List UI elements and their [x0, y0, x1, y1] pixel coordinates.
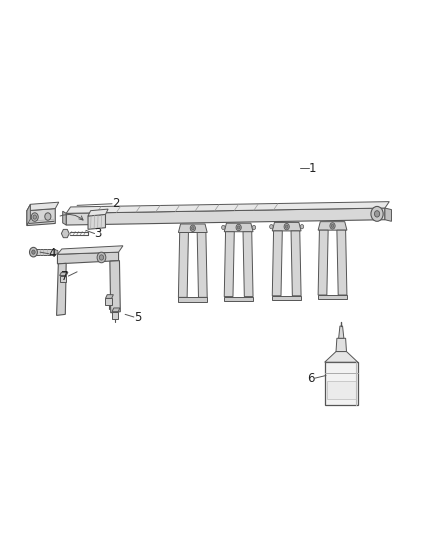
- Polygon shape: [325, 352, 358, 362]
- Circle shape: [45, 213, 51, 220]
- Polygon shape: [57, 246, 123, 254]
- Text: 4: 4: [49, 247, 56, 260]
- Polygon shape: [178, 297, 207, 302]
- Polygon shape: [57, 252, 119, 264]
- Polygon shape: [197, 232, 207, 297]
- Circle shape: [31, 213, 38, 221]
- Polygon shape: [325, 362, 358, 405]
- Polygon shape: [112, 308, 120, 312]
- Polygon shape: [57, 263, 66, 316]
- Polygon shape: [106, 298, 112, 305]
- Circle shape: [33, 215, 36, 219]
- Circle shape: [222, 225, 225, 230]
- Circle shape: [236, 224, 241, 231]
- Polygon shape: [60, 272, 68, 276]
- Polygon shape: [60, 276, 66, 282]
- Polygon shape: [178, 232, 188, 297]
- Polygon shape: [318, 222, 347, 230]
- Circle shape: [29, 247, 37, 257]
- Polygon shape: [66, 208, 385, 225]
- Circle shape: [331, 224, 334, 228]
- Circle shape: [252, 225, 256, 230]
- Polygon shape: [272, 222, 301, 231]
- Circle shape: [284, 223, 289, 230]
- Polygon shape: [336, 338, 346, 352]
- Polygon shape: [88, 214, 106, 229]
- Polygon shape: [318, 230, 328, 295]
- Polygon shape: [106, 295, 113, 298]
- Text: 7: 7: [61, 270, 68, 282]
- Circle shape: [286, 225, 288, 228]
- Polygon shape: [272, 231, 283, 296]
- Circle shape: [190, 225, 195, 231]
- Circle shape: [330, 223, 335, 229]
- Circle shape: [371, 206, 383, 221]
- Polygon shape: [27, 204, 30, 225]
- Polygon shape: [337, 230, 347, 295]
- Polygon shape: [327, 381, 356, 399]
- Polygon shape: [243, 232, 253, 296]
- Text: 2: 2: [112, 197, 120, 211]
- Polygon shape: [318, 295, 347, 299]
- Polygon shape: [27, 202, 59, 211]
- Polygon shape: [224, 296, 253, 301]
- Circle shape: [300, 224, 304, 229]
- FancyArrowPatch shape: [60, 214, 83, 220]
- Text: 3: 3: [95, 227, 102, 240]
- Text: 6: 6: [307, 372, 315, 385]
- Polygon shape: [33, 249, 55, 255]
- Polygon shape: [54, 249, 58, 255]
- Polygon shape: [61, 229, 69, 238]
- Circle shape: [32, 250, 35, 254]
- Polygon shape: [66, 201, 389, 213]
- Polygon shape: [88, 209, 108, 216]
- Polygon shape: [385, 208, 392, 221]
- Polygon shape: [112, 312, 118, 319]
- Text: 5: 5: [134, 311, 141, 324]
- Text: 1: 1: [308, 161, 316, 175]
- Circle shape: [99, 255, 104, 260]
- Polygon shape: [224, 232, 234, 296]
- Circle shape: [97, 252, 106, 263]
- Circle shape: [270, 224, 273, 229]
- Polygon shape: [339, 326, 344, 338]
- Circle shape: [237, 226, 240, 229]
- Polygon shape: [178, 224, 207, 232]
- Circle shape: [374, 211, 380, 217]
- Polygon shape: [224, 223, 253, 232]
- Polygon shape: [272, 296, 301, 300]
- Polygon shape: [27, 208, 55, 225]
- Polygon shape: [291, 231, 301, 296]
- Polygon shape: [63, 211, 66, 225]
- Circle shape: [191, 227, 194, 230]
- Polygon shape: [110, 261, 120, 313]
